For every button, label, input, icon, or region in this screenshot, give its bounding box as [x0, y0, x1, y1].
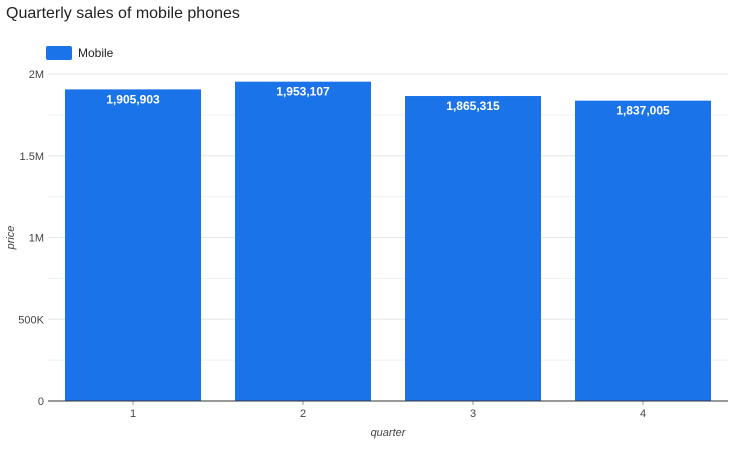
y-axis-title: price: [5, 226, 17, 251]
bar: [65, 89, 201, 401]
x-tick-label: 4: [640, 408, 646, 420]
legend-swatch: [46, 46, 72, 60]
bar: [405, 96, 541, 401]
y-tick-label: 500K: [18, 314, 44, 326]
y-tick-label: 1.5M: [20, 151, 44, 163]
legend-label: Mobile: [78, 46, 114, 60]
data-labels: 1,905,903 1,953,107 1,865,315 1,837,005: [106, 85, 670, 118]
y-tick-label: 1M: [29, 233, 44, 245]
data-label: 1,865,315: [446, 99, 500, 113]
x-axis-title: quarter: [371, 427, 407, 439]
bars: [65, 81, 711, 402]
axes: 0 500K 1M 1.5M 2M 1 2 3 4 quarter price: [5, 69, 728, 439]
data-label: 1,905,903: [106, 92, 160, 106]
bar: [235, 81, 371, 402]
data-label: 1,837,005: [616, 104, 670, 118]
bar: [575, 100, 711, 401]
chart-title: Quarterly sales of mobile phones: [6, 5, 240, 22]
x-tick-label: 1: [130, 408, 136, 420]
y-tick-label: 2M: [29, 69, 44, 81]
y-tick-label: 0: [38, 396, 44, 408]
data-label: 1,953,107: [276, 85, 330, 99]
x-tick-label: 2: [300, 408, 306, 420]
legend: Mobile: [46, 46, 113, 60]
x-tick-label: 3: [470, 408, 476, 420]
